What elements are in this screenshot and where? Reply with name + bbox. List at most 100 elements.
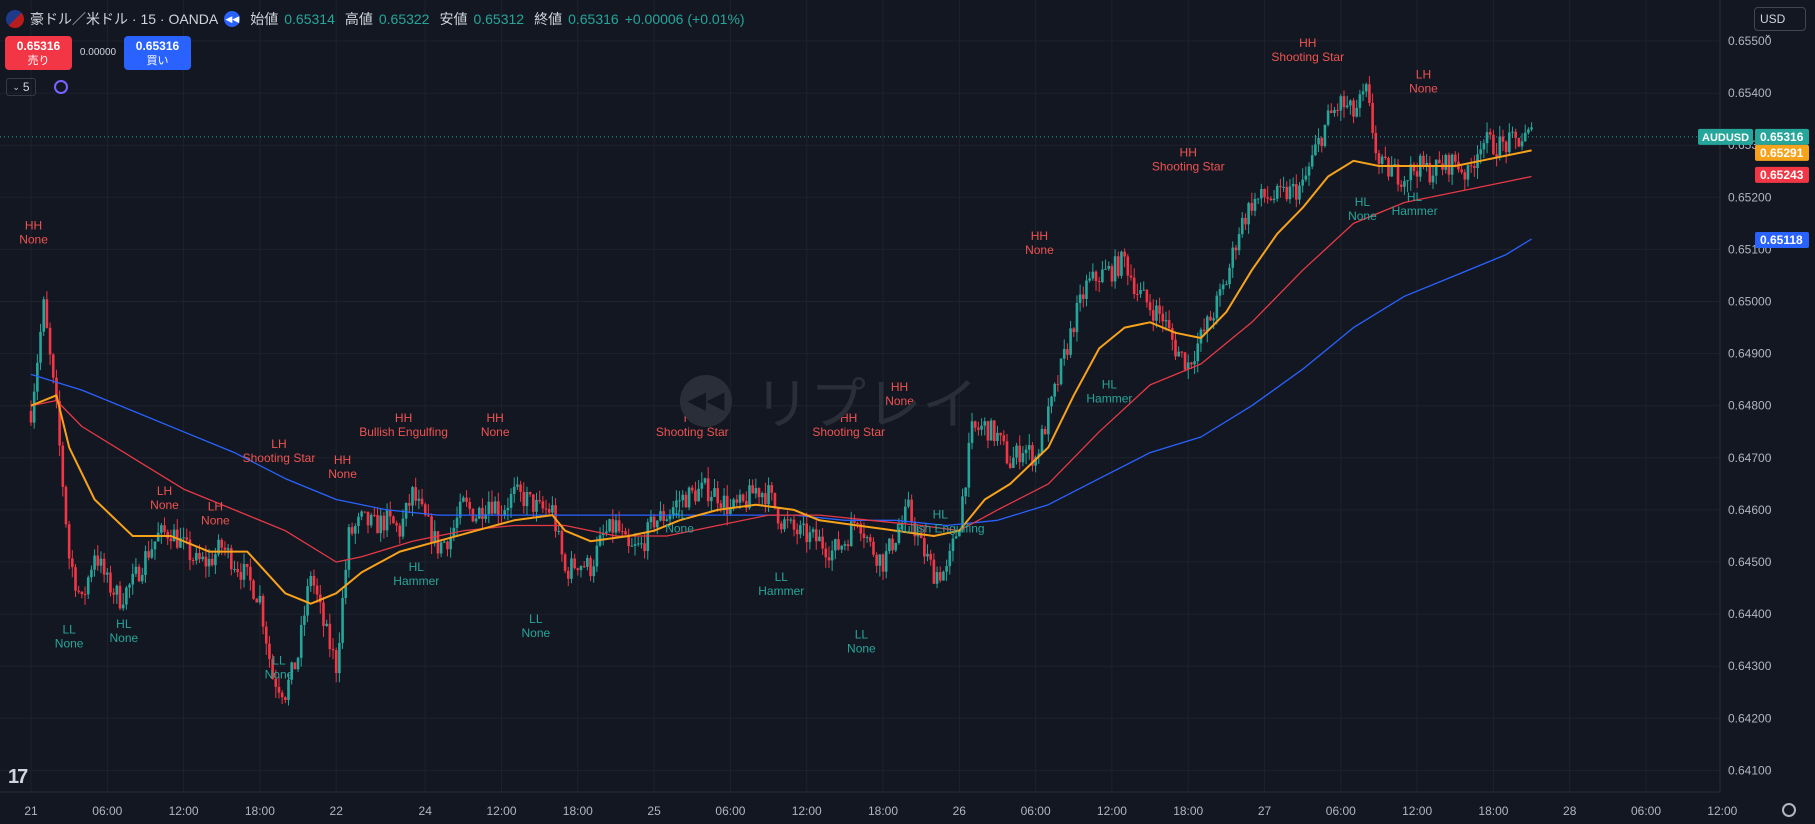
candle-up xyxy=(671,507,675,515)
candle-down xyxy=(277,686,281,693)
annotation-pattern-label: Shooting Star xyxy=(812,425,885,439)
candle-down xyxy=(1190,362,1193,365)
candle-up xyxy=(1104,268,1107,270)
candle-down xyxy=(1129,275,1133,278)
candle-down xyxy=(102,558,106,575)
low-value: 0.65312 xyxy=(473,11,525,27)
candle-down xyxy=(522,491,526,507)
candle-up xyxy=(242,563,246,580)
price-label: 0.65118 xyxy=(1755,232,1809,249)
candle-up xyxy=(347,527,351,570)
candle-down xyxy=(1116,256,1120,276)
annotation-pattern-label: Shooting Star xyxy=(1271,50,1344,64)
annotation-pattern-label: None xyxy=(522,626,551,640)
price-label-value: 0.65118 xyxy=(1760,233,1803,247)
candle-down xyxy=(528,492,532,495)
candle-up xyxy=(404,502,408,519)
candle-up xyxy=(700,482,704,489)
candle-down xyxy=(398,525,402,537)
candle-up xyxy=(884,551,888,572)
x-tick-label: 24 xyxy=(419,804,433,818)
currency-select[interactable]: USD ⌄ xyxy=(1754,7,1806,39)
x-tick-label: 12:00 xyxy=(1097,804,1127,818)
candle-up xyxy=(1040,428,1044,454)
candle-down xyxy=(147,551,150,558)
candle-down xyxy=(220,539,224,548)
candle-down xyxy=(245,563,249,567)
candle-down xyxy=(395,523,398,526)
candle-up xyxy=(659,511,662,521)
candle-down xyxy=(576,568,580,571)
currency-value: USD xyxy=(1760,12,1786,26)
candle-up xyxy=(1177,351,1180,357)
ema-fast-line xyxy=(30,149,1532,605)
y-tick-label: 0.65000 xyxy=(1728,295,1772,309)
tradingview-logo-icon[interactable]: 17 xyxy=(8,766,28,788)
candle-up xyxy=(121,604,125,609)
candle-down xyxy=(1174,339,1177,357)
candle-up xyxy=(678,500,681,502)
candle-down xyxy=(1336,109,1339,111)
candle-up xyxy=(894,542,898,551)
candle-up xyxy=(36,362,39,392)
candle-down xyxy=(932,559,936,584)
candle-up xyxy=(748,485,751,509)
candle-down xyxy=(1412,164,1416,172)
candle-up xyxy=(1215,295,1219,319)
candle-down xyxy=(1488,132,1492,135)
candle-down xyxy=(652,516,656,528)
price-label-value: 0.65243 xyxy=(1760,168,1804,182)
candle-down xyxy=(1438,159,1441,164)
price-label-bg xyxy=(1755,166,1809,183)
candle-up xyxy=(697,488,700,502)
candle-down xyxy=(1329,110,1333,114)
candles xyxy=(29,76,1533,706)
candle-up xyxy=(42,299,46,332)
sell-button[interactable]: 0.65316 売り xyxy=(5,36,72,70)
candle-up xyxy=(830,550,834,561)
candle-down xyxy=(1234,247,1238,251)
candle-up xyxy=(1069,328,1072,355)
annotation-swing-label: HL xyxy=(1407,190,1423,204)
candle-up xyxy=(1307,166,1311,176)
candle-down xyxy=(315,585,319,595)
close-label: 終値 xyxy=(534,11,563,27)
buy-price: 0.65316 xyxy=(135,39,180,53)
indicators-toggle[interactable]: ⌄ 5 xyxy=(6,78,36,96)
x-tick-label: 21 xyxy=(24,804,38,818)
candle-up xyxy=(290,662,293,680)
candle-up xyxy=(1355,107,1359,117)
candle-down xyxy=(274,679,278,687)
candle-down xyxy=(109,572,112,593)
candle-up xyxy=(1390,166,1393,177)
candle-down xyxy=(1342,96,1346,108)
candle-down xyxy=(185,537,189,540)
candle-up xyxy=(131,573,135,585)
x-tick-label: 28 xyxy=(1563,804,1577,818)
candle-down xyxy=(776,508,780,524)
candle-up xyxy=(506,507,510,511)
candle-down xyxy=(334,650,338,674)
candle-down xyxy=(837,539,840,550)
candle-down xyxy=(875,554,878,566)
candle-up xyxy=(449,536,452,550)
candle-up xyxy=(1142,289,1146,291)
candle-down xyxy=(786,519,789,521)
symbol-title[interactable]: 豪ドル／米ドル · 15 · OANDA xyxy=(30,11,219,27)
replay-icon[interactable]: ◀◀ xyxy=(224,11,241,27)
candle-down xyxy=(1148,302,1152,311)
annotation-pattern-label: Hammer xyxy=(1392,204,1438,218)
candle-down xyxy=(1072,328,1076,333)
buy-button[interactable]: 0.65316 買い xyxy=(124,36,191,70)
candle-down xyxy=(1151,310,1155,321)
candle-down xyxy=(662,511,665,521)
candle-down xyxy=(1244,217,1247,225)
candle-down xyxy=(923,538,926,557)
candle-down xyxy=(249,566,252,581)
candle-up xyxy=(39,331,42,363)
annotation-pattern-label: None xyxy=(1348,209,1377,223)
settings-icon[interactable] xyxy=(1782,803,1796,817)
